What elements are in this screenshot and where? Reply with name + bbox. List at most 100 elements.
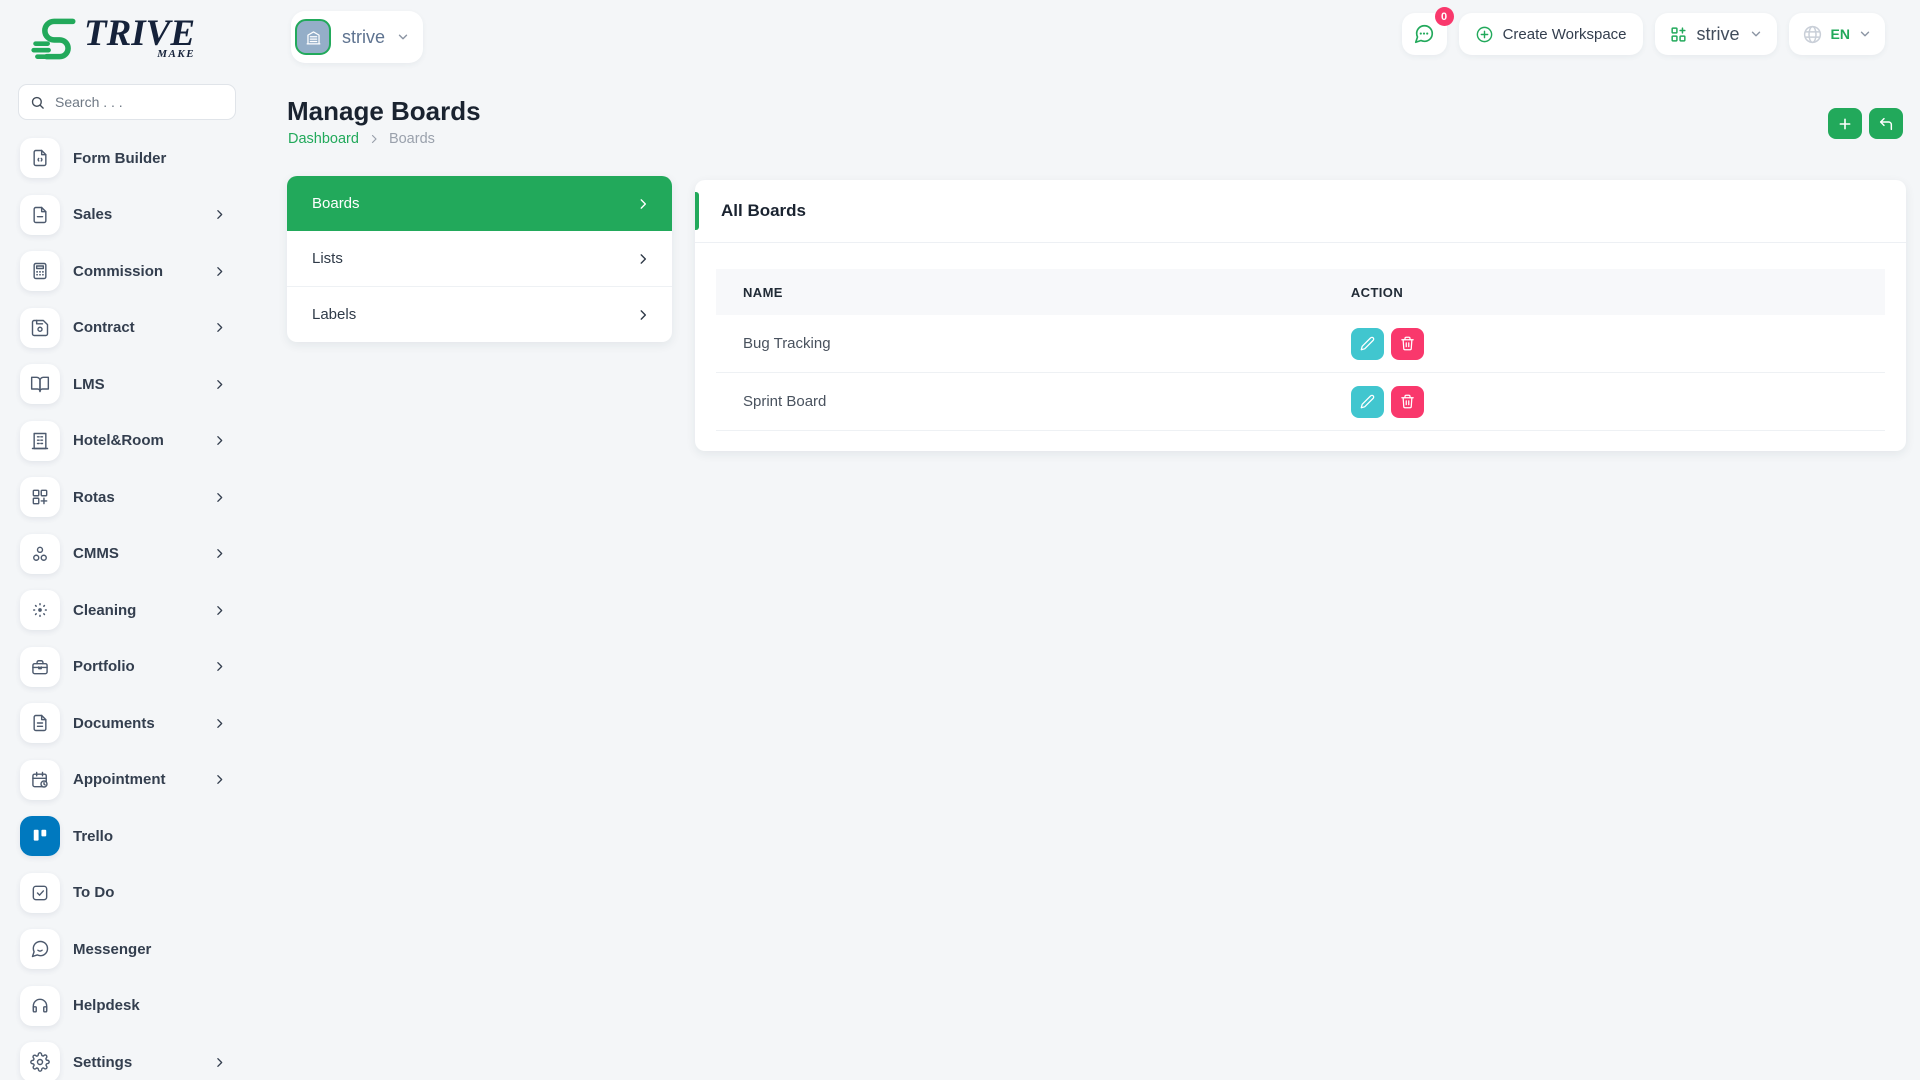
trello-icon xyxy=(20,816,60,857)
chevron-right-icon xyxy=(640,253,647,264)
search-input[interactable] xyxy=(53,93,224,111)
sidebar-item-commission[interactable]: Commission xyxy=(20,243,240,300)
all-boards-panel: All Boards NAME ACTION Bug Tracking xyxy=(695,180,1906,451)
boards-side-menu: Boards Lists Labels xyxy=(287,176,672,342)
portfolio-icon xyxy=(20,646,60,687)
chevron-right-icon xyxy=(217,210,223,220)
chevron-right-icon xyxy=(217,266,223,276)
cmms-icon xyxy=(20,533,60,574)
plus-icon xyxy=(1839,118,1851,129)
sidebar-item-documents[interactable]: Documents xyxy=(20,695,240,752)
undo-arrow-icon xyxy=(1879,117,1893,130)
add-board-button[interactable] xyxy=(1828,108,1862,139)
chevron-right-icon xyxy=(640,198,647,209)
workspace-grid-icon xyxy=(1670,26,1686,42)
chevron-down-icon xyxy=(1751,31,1760,37)
sales-icon xyxy=(20,194,60,235)
tab-boards[interactable]: Boards xyxy=(287,176,672,231)
chevron-right-icon xyxy=(217,436,223,446)
settings-gear-icon xyxy=(20,1042,60,1080)
chat-button[interactable]: 0 xyxy=(1401,7,1454,55)
delete-board-button[interactable] xyxy=(1391,385,1425,418)
chevron-right-icon xyxy=(217,775,223,785)
chat-bubble-icon xyxy=(1415,24,1434,44)
back-button[interactable] xyxy=(1869,108,1903,139)
messenger-icon xyxy=(20,929,60,970)
sidebar-item-to-do[interactable]: To Do xyxy=(20,865,240,922)
chevron-right-icon xyxy=(217,605,223,615)
column-header-name: NAME xyxy=(743,284,783,300)
workspace-dropdown[interactable]: strive xyxy=(1654,13,1777,55)
workspace-selector[interactable]: strive xyxy=(291,11,424,63)
table-row: Sprint Board xyxy=(716,372,1885,431)
chevron-right-icon xyxy=(217,549,223,559)
table-header-row: NAME ACTION xyxy=(716,269,1885,315)
breadcrumb: Dashboard Boards xyxy=(288,131,435,147)
breadcrumb-dashboard-link[interactable]: Dashboard xyxy=(288,131,359,147)
create-workspace-label: Create Workspace xyxy=(1502,25,1627,43)
pencil-icon xyxy=(1360,394,1375,409)
documents-icon xyxy=(20,703,60,744)
chevron-down-icon xyxy=(1860,31,1870,37)
globe-icon xyxy=(1803,25,1821,43)
edit-board-button[interactable] xyxy=(1350,385,1384,418)
sidebar-item-rotas[interactable]: Rotas xyxy=(20,469,240,526)
board-name-cell: Bug Tracking xyxy=(716,315,1324,373)
chevron-right-icon xyxy=(217,492,223,502)
pencil-icon xyxy=(1360,336,1375,351)
sidebar: TRIVE MAKE Form Builder Sales xyxy=(0,0,260,1080)
sidebar-item-sales[interactable]: Sales xyxy=(20,187,240,244)
brand-wordmark: TRIVE MAKE xyxy=(84,12,195,60)
sidebar-item-cmms[interactable]: CMMS xyxy=(20,526,240,583)
brand-word: TRIVE xyxy=(84,13,196,54)
table-row: Bug Tracking xyxy=(716,315,1885,373)
sidebar-item-trello[interactable]: Trello xyxy=(20,808,240,865)
page-title: Manage Boards xyxy=(287,96,481,126)
board-action-cell xyxy=(1323,372,1885,431)
panel-header: All Boards xyxy=(695,180,1906,243)
edit-board-button[interactable] xyxy=(1350,327,1384,360)
sidebar-item-portfolio[interactable]: Portfolio xyxy=(20,639,240,696)
trash-icon xyxy=(1401,394,1414,409)
workspace-name: strive xyxy=(342,26,386,47)
sidebar-item-hotel-room[interactable]: Hotel&Room xyxy=(20,413,240,470)
delete-board-button[interactable] xyxy=(1391,327,1425,360)
sidebar-nav: Form Builder Sales Commission xyxy=(20,130,240,1080)
chevron-right-icon xyxy=(217,323,223,333)
search-box xyxy=(18,84,236,120)
chevron-down-icon xyxy=(398,34,408,40)
panel-accent-bar xyxy=(695,192,699,230)
topbar-actions: 0 Create Workspace strive EN xyxy=(1401,7,1885,55)
workspace-building-icon xyxy=(295,19,331,55)
create-workspace-button[interactable]: Create Workspace xyxy=(1458,13,1643,55)
lms-icon xyxy=(20,364,60,405)
sidebar-item-form-builder[interactable]: Form Builder xyxy=(20,130,240,187)
sidebar-item-helpdesk[interactable]: Helpdesk xyxy=(20,978,240,1035)
helpdesk-icon xyxy=(20,985,60,1026)
search-icon xyxy=(31,96,44,109)
chevron-right-icon xyxy=(217,718,223,728)
chevron-right-icon xyxy=(217,662,223,672)
brand-logo[interactable]: TRIVE MAKE xyxy=(30,12,195,66)
sidebar-item-lms[interactable]: LMS xyxy=(20,356,240,413)
page-actions xyxy=(1828,108,1903,139)
brand-tagline: MAKE xyxy=(157,48,196,60)
sidebar-item-contract[interactable]: Contract xyxy=(20,300,240,357)
tab-lists[interactable]: Lists xyxy=(287,231,672,287)
language-label: EN xyxy=(1830,26,1850,42)
sidebar-item-cleaning[interactable]: Cleaning xyxy=(20,582,240,639)
chevron-right-icon xyxy=(640,309,647,320)
sidebar-item-messenger[interactable]: Messenger xyxy=(20,921,240,978)
workspace-dropdown-label: strive xyxy=(1696,23,1740,44)
plus-circle-icon xyxy=(1476,26,1492,42)
sidebar-item-settings[interactable]: Settings xyxy=(20,1034,240,1080)
boards-table: NAME ACTION Bug Tracking xyxy=(695,243,1906,431)
breadcrumb-current: Boards xyxy=(388,131,435,147)
panel-title: All Boards xyxy=(721,201,807,220)
language-selector[interactable]: EN xyxy=(1788,13,1885,55)
sidebar-item-appointment[interactable]: Appointment xyxy=(20,752,240,809)
hotel-room-icon xyxy=(20,420,60,461)
commission-icon xyxy=(20,251,60,292)
tab-labels[interactable]: Labels xyxy=(287,287,672,342)
